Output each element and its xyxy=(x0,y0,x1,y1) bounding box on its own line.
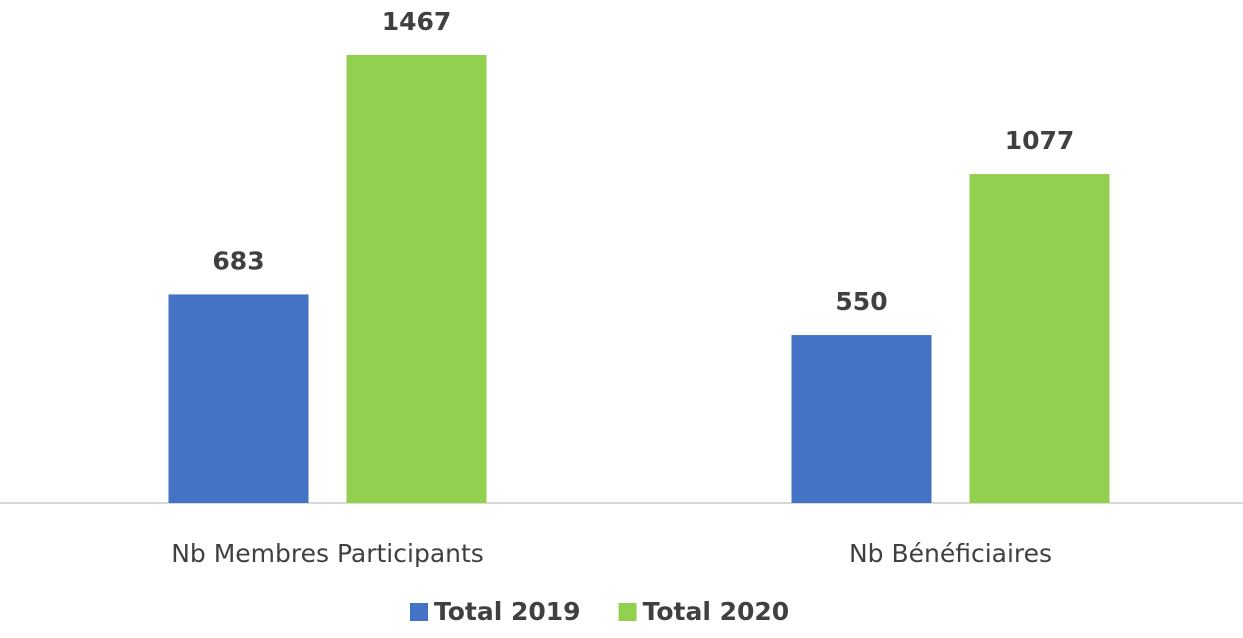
legend-swatch xyxy=(410,603,428,621)
x-tick-label: Nb Bénéficiaires xyxy=(849,539,1052,568)
legend-label: Total 2019 xyxy=(434,597,581,626)
bar xyxy=(969,174,1110,503)
bar xyxy=(791,335,932,503)
bar xyxy=(168,294,309,503)
data-label: 683 xyxy=(212,246,264,275)
legend-swatch xyxy=(618,603,637,621)
legend-label: Total 2020 xyxy=(643,597,790,626)
x-tick-label: Nb Membres Participants xyxy=(171,539,484,568)
bar xyxy=(346,55,487,503)
data-label: 1467 xyxy=(382,7,452,36)
data-label: 550 xyxy=(835,287,887,316)
data-label: 1077 xyxy=(1005,126,1075,155)
